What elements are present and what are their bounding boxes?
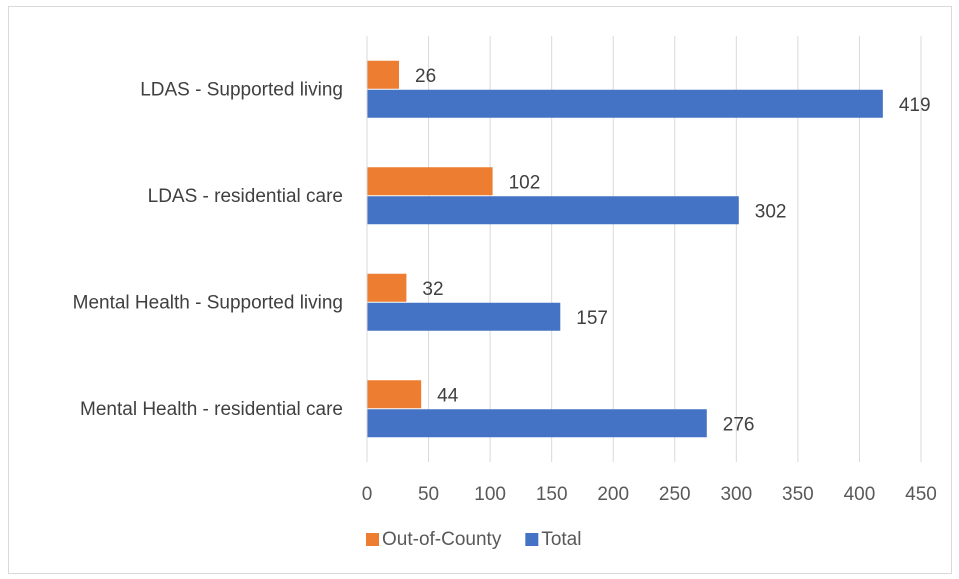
x-tick-label-100: 100 (474, 484, 506, 505)
data-label-total-ldas-supported-living: 419 (899, 95, 931, 116)
bar-out-of-county-mental-health-supported-living (367, 273, 407, 302)
category-label-ldas-residential-care: LDAS - residential care (148, 186, 343, 207)
data-label-out-of-county-ldas-residential-care: 102 (509, 172, 541, 193)
x-tick-label-350: 350 (782, 484, 814, 505)
x-tick-label-50: 50 (418, 484, 439, 505)
legend-label-out-of-county: Out-of-County (382, 529, 502, 550)
legend-swatch-total (525, 533, 539, 546)
category-label-ldas-supported-living: LDAS - Supported living (140, 79, 343, 100)
x-tick-label-400: 400 (844, 484, 876, 505)
x-tick-label-450: 450 (905, 484, 937, 505)
x-tick-label-250: 250 (659, 484, 691, 505)
category-label-mental-health-residential-care: Mental Health - residential care (80, 399, 343, 420)
category-label-mental-health-supported-living: Mental Health - Supported living (73, 292, 343, 313)
x-tick-label-0: 0 (362, 484, 373, 505)
data-label-total-ldas-residential-care: 302 (755, 201, 787, 222)
bar-out-of-county-ldas-residential-care (367, 167, 493, 196)
bar-total-ldas-supported-living (367, 89, 883, 118)
bar-total-mental-health-residential-care (367, 409, 707, 438)
data-label-total-mental-health-residential-care: 276 (723, 414, 755, 435)
bar-out-of-county-ldas-supported-living (367, 60, 400, 89)
data-label-total-mental-health-supported-living: 157 (576, 308, 608, 329)
data-label-out-of-county-ldas-supported-living: 26 (415, 66, 436, 87)
x-tick-label-200: 200 (597, 484, 629, 505)
data-label-out-of-county-mental-health-supported-living: 32 (422, 279, 443, 300)
data-label-out-of-county-mental-health-residential-care: 44 (437, 385, 459, 406)
x-tick-label-300: 300 (720, 484, 752, 505)
bar-total-ldas-residential-care (367, 196, 739, 225)
bar-total-mental-health-supported-living (367, 302, 561, 331)
legend-swatch-out-of-county (366, 533, 379, 546)
legend-label-total: Total (541, 529, 581, 550)
x-tick-label-150: 150 (536, 484, 568, 505)
bar-out-of-county-mental-health-residential-care (367, 380, 422, 409)
